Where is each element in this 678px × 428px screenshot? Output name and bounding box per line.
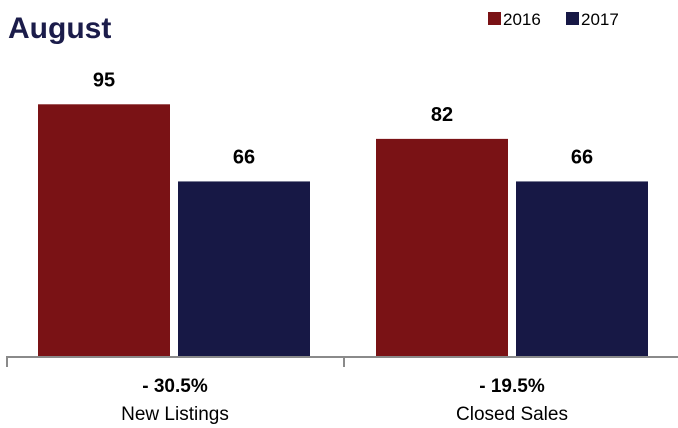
bar-closed-sales-2017: [516, 181, 648, 357]
category-label-closed-sales: Closed Sales: [456, 404, 568, 425]
value-label-new-listings-2017: 66: [233, 146, 255, 168]
value-labels: 95 66 82 66: [93, 69, 593, 168]
value-label-closed-sales-2016: 82: [431, 104, 453, 126]
bars: [38, 104, 648, 357]
bar-closed-sales-2016: [376, 138, 508, 357]
value-label-new-listings-2016: 95: [93, 69, 115, 91]
legend-label-2016: 2016: [503, 10, 541, 29]
chart-title: August: [8, 12, 111, 45]
bar-new-listings-2016: [38, 104, 170, 357]
category-label-new-listings: New Listings: [121, 404, 229, 425]
value-label-closed-sales-2017: 66: [571, 146, 593, 168]
legend-swatch-2017: [566, 12, 579, 25]
legend-swatch-2016: [488, 12, 501, 25]
bar-new-listings-2017: [178, 181, 310, 357]
legend: 2016 2017: [488, 10, 619, 29]
change-label-new-listings: - 30.5%: [142, 376, 208, 397]
change-label-closed-sales: - 19.5%: [479, 376, 545, 397]
legend-label-2017: 2017: [581, 10, 619, 29]
x-axis: [6, 356, 678, 367]
